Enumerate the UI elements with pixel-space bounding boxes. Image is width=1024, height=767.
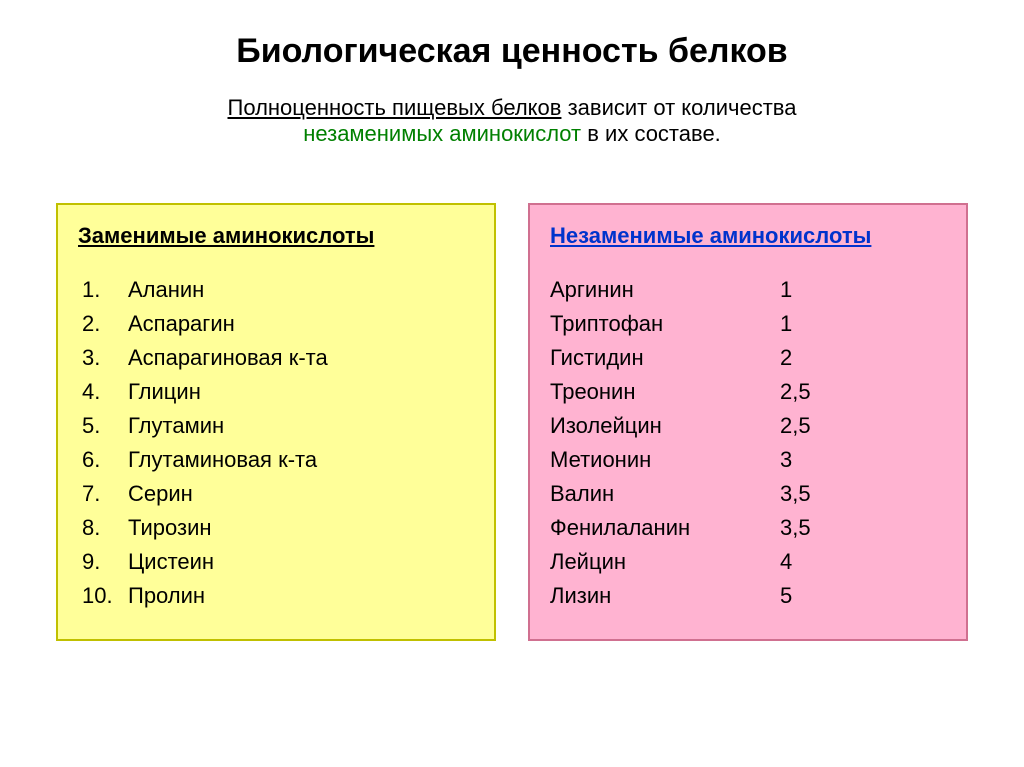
item-name: Лизин (550, 583, 780, 609)
slide-subtitle: Полноценность пищевых белков зависит от … (0, 95, 1024, 147)
item-name: Глицин (128, 379, 201, 405)
item-number: 6. (82, 447, 128, 473)
item-name: Лейцин (550, 549, 780, 575)
item-name: Триптофан (550, 311, 780, 337)
item-number: 8. (82, 515, 128, 541)
list-item: Лизин5 (550, 583, 946, 609)
item-value: 5 (780, 583, 792, 609)
slide-title: Биологическая ценность белков (0, 32, 1024, 71)
item-number: 5. (82, 413, 128, 439)
list-item: Валин3,5 (550, 481, 946, 507)
list-item: Изолейцин2,5 (550, 413, 946, 439)
list-item: 5.Глутамин (82, 413, 474, 439)
item-name: Аланин (128, 277, 204, 303)
list-item: Гистидин2 (550, 345, 946, 371)
list-item: 1.Аланин (82, 277, 474, 303)
essential-list: Аргинин1 Триптофан1 Гистидин2 Треонин2,5… (550, 277, 946, 609)
item-value: 1 (780, 311, 792, 337)
subtitle-underlined: Полноценность пищевых белков (228, 95, 562, 120)
item-value: 3,5 (780, 481, 811, 507)
list-item: 9.Цистеин (82, 549, 474, 575)
item-number: 2. (82, 311, 128, 337)
list-item: 8.Тирозин (82, 515, 474, 541)
list-item: Фенилаланин3,5 (550, 515, 946, 541)
item-value: 3 (780, 447, 792, 473)
item-name: Валин (550, 481, 780, 507)
subtitle-part2-rest: в их составе. (581, 121, 721, 146)
list-item: Аргинин1 (550, 277, 946, 303)
subtitle-part1-rest: зависит от количества (561, 95, 796, 120)
panels-container: Заменимые аминокислоты 1.Аланин 2.Аспара… (0, 203, 1024, 641)
item-name: Аспарагин (128, 311, 235, 337)
item-name: Аспарагиновая к-та (128, 345, 328, 371)
item-name: Аргинин (550, 277, 780, 303)
item-name: Гистидин (550, 345, 780, 371)
nonessential-panel: Заменимые аминокислоты 1.Аланин 2.Аспара… (56, 203, 496, 641)
list-item: 6.Глутаминовая к-та (82, 447, 474, 473)
item-value: 3,5 (780, 515, 811, 541)
item-name: Пролин (128, 583, 205, 609)
nonessential-heading: Заменимые аминокислоты (78, 223, 474, 249)
item-value: 2 (780, 345, 792, 371)
list-item: 10.Пролин (82, 583, 474, 609)
item-name: Метионин (550, 447, 780, 473)
subtitle-essential-term: незаменимых аминокислот (303, 121, 581, 146)
item-number: 10. (82, 583, 128, 609)
item-name: Цистеин (128, 549, 214, 575)
item-name: Треонин (550, 379, 780, 405)
item-value: 1 (780, 277, 792, 303)
item-name: Глутамин (128, 413, 224, 439)
list-item: 7.Серин (82, 481, 474, 507)
item-number: 9. (82, 549, 128, 575)
nonessential-list: 1.Аланин 2.Аспарагин 3.Аспарагиновая к-т… (78, 277, 474, 609)
item-value: 2,5 (780, 379, 811, 405)
list-item: Треонин2,5 (550, 379, 946, 405)
list-item: 3.Аспарагиновая к-та (82, 345, 474, 371)
list-item: Триптофан1 (550, 311, 946, 337)
item-number: 7. (82, 481, 128, 507)
item-value: 2,5 (780, 413, 811, 439)
list-item: 2.Аспарагин (82, 311, 474, 337)
essential-panel: Незаменимые аминокислоты Аргинин1 Трипто… (528, 203, 968, 641)
item-name: Тирозин (128, 515, 212, 541)
item-number: 3. (82, 345, 128, 371)
list-item: Лейцин4 (550, 549, 946, 575)
list-item: Метионин3 (550, 447, 946, 473)
item-name: Глутаминовая к-та (128, 447, 317, 473)
item-number: 1. (82, 277, 128, 303)
item-number: 4. (82, 379, 128, 405)
item-name: Изолейцин (550, 413, 780, 439)
item-name: Серин (128, 481, 193, 507)
list-item: 4.Глицин (82, 379, 474, 405)
item-value: 4 (780, 549, 792, 575)
item-name: Фенилаланин (550, 515, 780, 541)
essential-heading: Незаменимые аминокислоты (550, 223, 946, 249)
